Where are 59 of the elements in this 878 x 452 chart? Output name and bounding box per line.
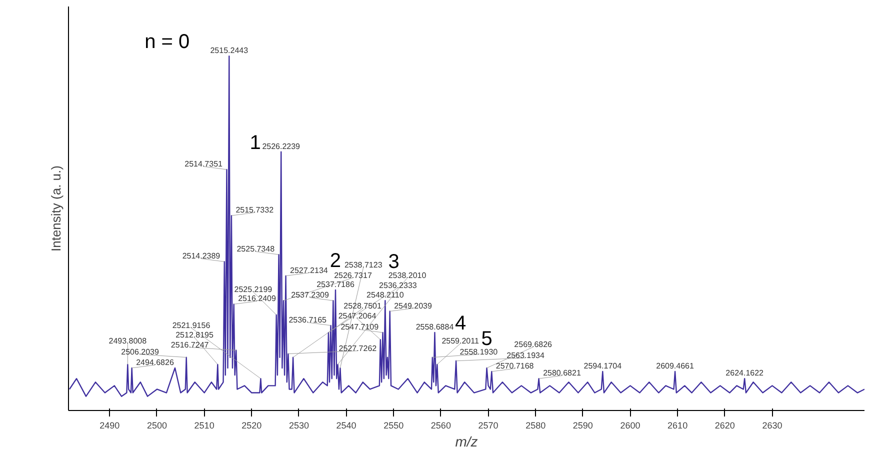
x-tick-label: 2500 xyxy=(146,420,168,430)
annotation: 2548.2110 xyxy=(366,290,404,300)
x-tick-label: 2620 xyxy=(714,420,735,430)
annotation: 2525.7348 xyxy=(236,244,276,254)
x-tick-label: 2610 xyxy=(668,420,688,430)
x-tick-label: 2590 xyxy=(572,420,593,430)
x-tick-label: 2600 xyxy=(620,420,640,430)
annotation: 2516.7247 xyxy=(170,340,210,350)
annotation: 3 xyxy=(388,250,400,273)
annotation: 2537.2309 xyxy=(291,290,330,300)
annotation: 2526.7317 xyxy=(334,270,372,280)
annotation: 2558.6884 xyxy=(416,322,454,332)
y-axis-title: Intensity (a. u.) xyxy=(48,166,64,252)
x-tick-label: 2560 xyxy=(430,420,451,430)
x-tick-label: 2630 xyxy=(762,420,782,430)
annotation: 2 xyxy=(330,250,342,272)
annotation: 2514.2389 xyxy=(182,252,221,261)
annotation: 2525.2199 xyxy=(234,284,273,294)
annotation: 2493.8008 xyxy=(108,336,148,346)
x-tick-label: 2530 xyxy=(288,420,309,430)
x-tick-label: 2540 xyxy=(336,420,356,430)
annotation: 2494.6826 xyxy=(136,358,174,367)
annotation: 2528.7501 xyxy=(344,302,382,311)
annotation: 2527.7262 xyxy=(338,344,378,353)
annotation: 2570.7168 xyxy=(496,362,534,371)
annotation: 2536.2333 xyxy=(379,280,418,290)
x-tick-label: 2490 xyxy=(100,420,120,430)
annotation: 2527.2134 xyxy=(290,266,328,275)
annotation: 2609.4661 xyxy=(656,362,694,371)
annotation: 2538.2010 xyxy=(388,270,427,280)
annotation: 2563.1934 xyxy=(506,350,545,360)
x-tick-label: 2510 xyxy=(194,420,214,430)
annotation: 2536.7165 xyxy=(288,315,328,324)
annotation: 2594.1704 xyxy=(584,362,622,371)
annotation: 2549.2039 xyxy=(394,301,432,310)
annotation: 2580.6821 xyxy=(543,368,582,378)
annotation: 2547.2064 xyxy=(338,312,377,321)
annotation: 2559.2011 xyxy=(442,336,480,346)
annotation: 2515.7332 xyxy=(236,206,274,215)
annotation: 2512.8195 xyxy=(176,330,214,340)
annotation: 2506.2039 xyxy=(121,347,160,356)
annotation: 2516.2409 xyxy=(238,294,276,304)
x-tick-label: 2550 xyxy=(384,420,404,430)
annotation: 2526.2239 xyxy=(262,142,301,151)
x-tick-label: 2570 xyxy=(478,420,498,430)
annotation: 2537.7186 xyxy=(316,280,355,290)
x-axis-title: m/z xyxy=(455,434,478,450)
x-tick-label: 2580 xyxy=(526,420,546,430)
annotation: 4 xyxy=(454,312,466,335)
annotation: 2515.2443 xyxy=(210,46,249,56)
annotation: 2521.9156 xyxy=(172,320,211,330)
x-tick-label: 2520 xyxy=(242,420,262,430)
annotation: 2547.7109 xyxy=(340,322,380,332)
annotation: n = 0 xyxy=(144,31,190,54)
annotation: 1 xyxy=(250,132,261,154)
annotation: 2624.1622 xyxy=(726,368,764,378)
annotation: 2538.7123 xyxy=(344,260,383,270)
annotation: 2569.6826 xyxy=(514,340,553,350)
annotation: 2514.7351 xyxy=(184,160,224,169)
